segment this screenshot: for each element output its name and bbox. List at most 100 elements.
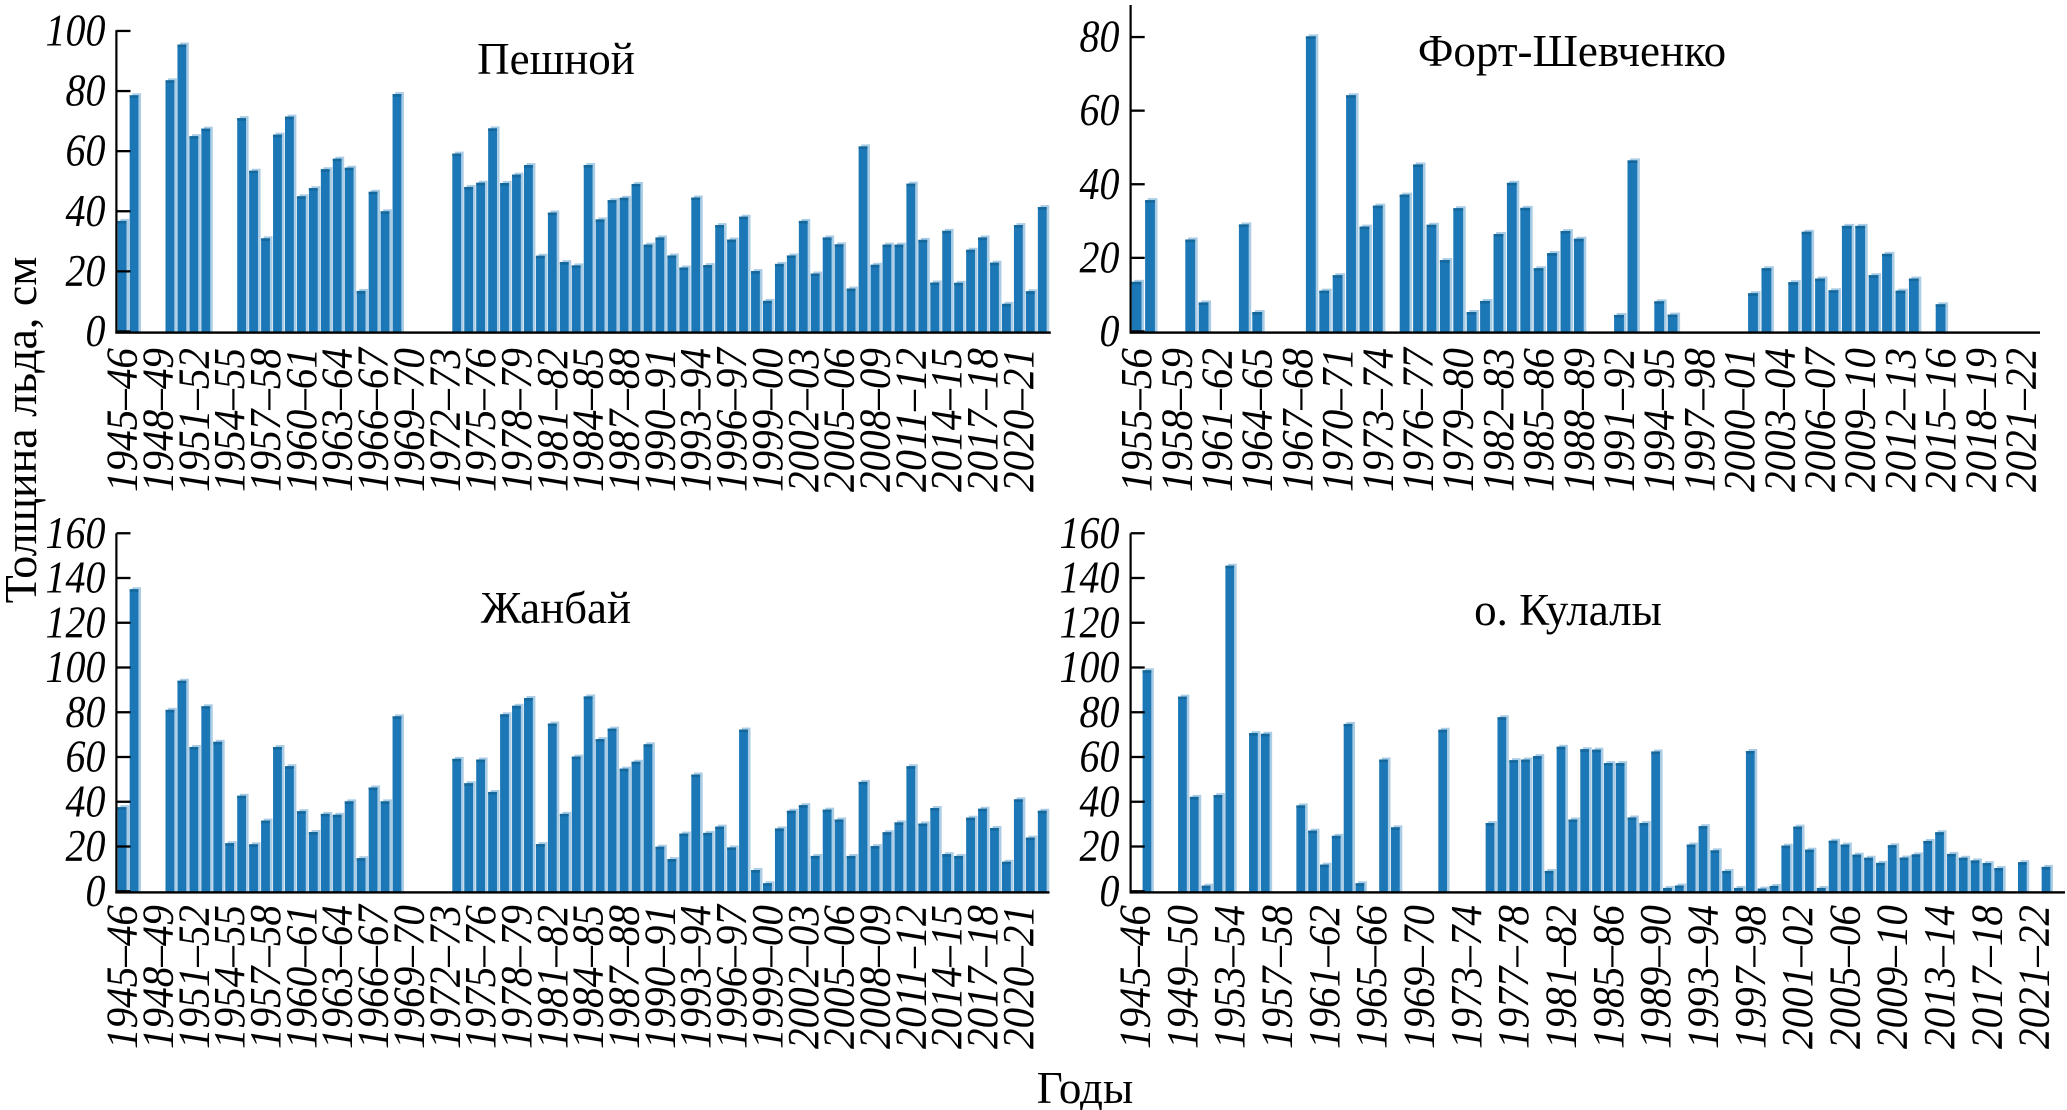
svg-text:1975–76: 1975–76 [455,904,505,1049]
svg-text:1970–71: 1970–71 [1312,348,1362,492]
svg-text:20: 20 [66,246,106,296]
svg-text:1945–46: 1945–46 [97,347,147,492]
svg-text:1999–00: 1999–00 [742,348,792,492]
svg-text:0: 0 [86,306,106,356]
svg-text:1967–68: 1967–68 [1272,348,1322,492]
svg-text:1964–65: 1964–65 [1232,348,1282,492]
svg-text:2021–22: 2021–22 [1996,348,2046,492]
svg-text:1961–62: 1961–62 [1192,348,1242,492]
svg-text:1960–61: 1960–61 [276,348,326,492]
svg-text:2021–22: 2021–22 [2009,905,2059,1049]
svg-text:1996–97: 1996–97 [706,346,756,492]
svg-text:Жанбай: Жанбай [481,583,631,633]
svg-text:2011–12: 2011–12 [885,905,935,1049]
svg-text:0: 0 [86,866,106,916]
svg-text:1966–67: 1966–67 [348,903,398,1049]
svg-text:60: 60 [66,126,106,176]
svg-text:2001–02: 2001–02 [1772,905,1822,1049]
svg-text:1949–50: 1949–50 [1157,905,1207,1049]
svg-text:1963–64: 1963–64 [312,905,362,1049]
svg-text:1988–89: 1988–89 [1553,348,1603,492]
svg-text:1991–92: 1991–92 [1594,348,1644,492]
svg-text:1969–70: 1969–70 [383,905,433,1049]
svg-text:1989–90: 1989–90 [1630,905,1680,1049]
svg-text:1981–82: 1981–82 [527,905,577,1049]
svg-text:2003–04: 2003–04 [1754,348,1804,492]
svg-text:0: 0 [1100,306,1120,356]
svg-text:80: 80 [1080,12,1120,62]
svg-text:1997–98: 1997–98 [1725,905,1775,1049]
svg-text:1969–70: 1969–70 [383,348,433,492]
svg-text:120: 120 [1060,597,1120,647]
svg-text:1966–67: 1966–67 [348,346,398,492]
svg-text:140: 140 [1060,553,1120,603]
svg-text:1958–59: 1958–59 [1151,348,1201,492]
svg-text:100: 100 [1060,642,1120,692]
svg-text:1978–79: 1978–79 [491,905,541,1049]
svg-text:1963–64: 1963–64 [312,348,362,492]
svg-text:1973–74: 1973–74 [1352,348,1402,492]
svg-text:1987–88: 1987–88 [599,905,649,1049]
svg-text:1977–78: 1977–78 [1488,905,1538,1049]
svg-text:1948–49: 1948–49 [132,905,182,1049]
svg-text:2014–15: 2014–15 [921,348,971,492]
svg-text:2020–21: 2020–21 [993,348,1043,492]
svg-text:140: 140 [46,553,106,603]
svg-text:60: 60 [1080,85,1120,135]
svg-text:120: 120 [46,597,106,647]
svg-text:0: 0 [1100,866,1120,916]
svg-text:2017–18: 2017–18 [957,905,1007,1049]
svg-text:1979–80: 1979–80 [1433,348,1483,492]
svg-text:80: 80 [66,687,106,737]
svg-text:20: 20 [66,821,106,871]
svg-text:1990–91: 1990–91 [634,905,684,1049]
svg-text:о. Кулалы: о. Кулалы [1474,585,1662,635]
svg-text:1951–52: 1951–52 [168,348,218,492]
svg-text:2015–16: 2015–16 [1915,347,1965,492]
svg-text:1948–49: 1948–49 [132,348,182,492]
svg-text:Годы: Годы [1037,1063,1133,1110]
svg-text:1957–58: 1957–58 [1252,905,1302,1049]
svg-text:2005–06: 2005–06 [814,347,864,492]
svg-text:1973–74: 1973–74 [1441,905,1491,1049]
svg-text:1969–70: 1969–70 [1394,905,1444,1049]
svg-text:2011–12: 2011–12 [885,348,935,492]
svg-text:1999–00: 1999–00 [742,905,792,1049]
svg-text:1945–46: 1945–46 [97,904,147,1049]
svg-text:1972–73: 1972–73 [419,348,469,492]
svg-text:Форт-Шевченко: Форт-Шевченко [1418,26,1726,76]
svg-text:2020–21: 2020–21 [993,905,1043,1049]
svg-text:2006–07: 2006–07 [1795,346,1845,492]
svg-text:2002–03: 2002–03 [778,348,828,492]
svg-text:1976–77: 1976–77 [1393,346,1443,492]
svg-text:100: 100 [46,6,106,56]
svg-text:2017–18: 2017–18 [1961,905,2011,1049]
svg-text:2008–09: 2008–09 [849,905,899,1049]
svg-text:2009–10: 2009–10 [1867,905,1917,1049]
svg-text:1972–73: 1972–73 [419,905,469,1049]
svg-text:2005–06: 2005–06 [814,904,864,1049]
svg-text:1994–95: 1994–95 [1634,348,1684,492]
svg-text:1945–46: 1945–46 [1110,904,1160,1049]
svg-text:2008–09: 2008–09 [849,348,899,492]
svg-text:1993–94: 1993–94 [670,348,720,492]
svg-text:1957–58: 1957–58 [240,905,290,1049]
svg-text:1965–66: 1965–66 [1346,904,1396,1049]
svg-text:1960–61: 1960–61 [276,905,326,1049]
svg-text:2014–15: 2014–15 [921,905,971,1049]
svg-text:1978–79: 1978–79 [491,348,541,492]
svg-text:2000–01: 2000–01 [1714,348,1764,492]
svg-text:40: 40 [66,186,106,236]
svg-text:2017–18: 2017–18 [957,348,1007,492]
svg-text:80: 80 [1080,687,1120,737]
svg-text:100: 100 [46,642,106,692]
svg-text:1975–76: 1975–76 [455,347,505,492]
svg-text:60: 60 [1080,732,1120,782]
svg-text:40: 40 [66,776,106,826]
svg-text:1984–85: 1984–85 [563,348,613,492]
svg-text:Толщина льда, см: Толщина льда, см [0,257,46,604]
svg-text:1993–94: 1993–94 [1677,905,1727,1049]
svg-text:2005–06: 2005–06 [1819,904,1869,1049]
svg-text:1981–82: 1981–82 [527,348,577,492]
svg-text:2018–19: 2018–19 [1955,348,2005,492]
